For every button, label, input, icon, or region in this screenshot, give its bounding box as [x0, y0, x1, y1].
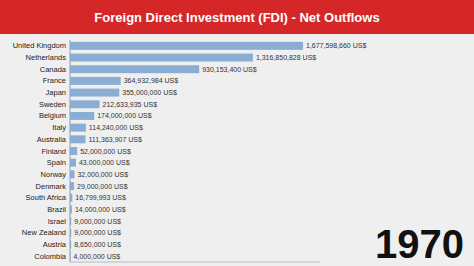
data-label: 14,000,000 US$ [75, 206, 126, 213]
category-label: Denmark [36, 182, 67, 191]
bar [70, 54, 253, 62]
data-label: 52,000,000 US$ [80, 148, 131, 155]
data-label: 364,932,984 US$ [124, 77, 179, 84]
bar [70, 241, 71, 249]
category-label: Norway [41, 170, 67, 179]
data-label: 8,650,000 US$ [74, 241, 121, 248]
bar [70, 42, 303, 50]
data-label: 9,000,000 US$ [74, 229, 121, 236]
x-axis-line [70, 262, 320, 263]
data-label: 174,000,000 US$ [97, 112, 152, 119]
chart: Foreign Direct Investment (FDI) - Net Ou… [0, 0, 474, 266]
category-label: Israel [48, 217, 67, 226]
labels: United Kingdom 1,677,598,660 US$ Netherlan… [13, 41, 367, 260]
bar [70, 100, 100, 108]
bar [70, 124, 86, 132]
category-label: Italy [52, 123, 66, 132]
data-label: 29,000,000 US$ [77, 183, 128, 190]
bars [70, 42, 303, 260]
bar [70, 217, 71, 225]
category-label: Brazil [47, 205, 66, 214]
bar [70, 159, 76, 167]
category-label: Canada [40, 65, 67, 74]
category-label: United Kingdom [13, 41, 66, 50]
category-label: Finland [41, 147, 66, 156]
data-label: 111,363,907 US$ [88, 136, 142, 143]
category-label: Spain [47, 158, 66, 167]
category-label: Japan [46, 88, 66, 97]
category-label: New Zealand [22, 228, 66, 237]
bar [70, 229, 71, 237]
data-label: 16,799,993 US$ [75, 194, 126, 201]
bar [70, 112, 94, 120]
category-label: Australia [37, 135, 67, 144]
annotation: 1970 [375, 222, 464, 266]
bar [70, 135, 85, 143]
bar [70, 65, 199, 73]
data-label: 43,000,000 US$ [79, 159, 130, 166]
bar [70, 89, 119, 97]
data-label: 930,153,400 US$ [202, 66, 257, 73]
title: Foreign Direct Investment (FDI) - Net Ou… [94, 10, 379, 25]
data-label: 1,677,598,660 US$ [306, 42, 366, 49]
category-label: South Africa [26, 193, 67, 202]
bar [70, 194, 72, 202]
data-label: 355,000,000 US$ [122, 89, 177, 96]
bar [70, 182, 74, 190]
bar [70, 170, 74, 178]
bar [70, 205, 72, 213]
category-label: Sweden [39, 100, 66, 109]
category-label: Netherlands [26, 53, 67, 62]
category-label: Belgium [39, 111, 66, 120]
category-label: Austria [43, 240, 67, 249]
bar [70, 147, 77, 155]
data-label: 212,633,935 US$ [103, 101, 158, 108]
bar [70, 252, 71, 260]
data-label: 4,000,000 US$ [74, 253, 121, 260]
category-label: Colombia [34, 252, 67, 261]
background [0, 0, 474, 266]
data-label: 32,000,000 US$ [77, 171, 128, 178]
title-bar [0, 0, 474, 34]
data-label: 1,316,850,828 US$ [256, 54, 316, 61]
category-label: France [43, 76, 66, 85]
data-label: 114,240,000 US$ [89, 124, 143, 131]
data-label: 9,000,000 US$ [74, 218, 121, 225]
bar [70, 77, 121, 85]
